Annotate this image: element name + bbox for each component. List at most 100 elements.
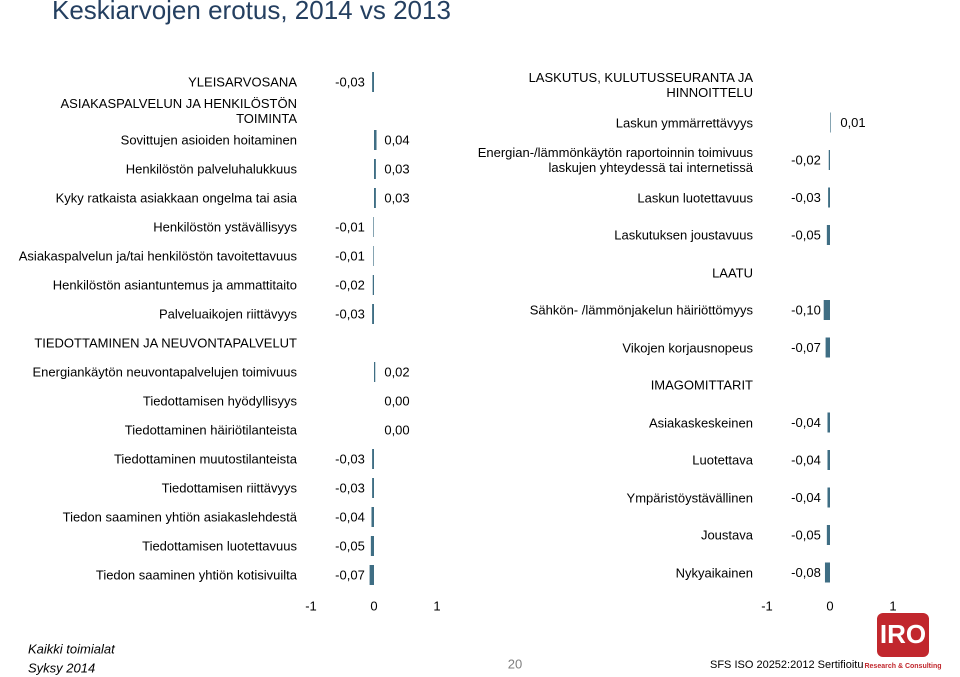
bar <box>372 304 374 324</box>
value-label: 0,00 <box>384 393 409 408</box>
bar <box>830 112 831 133</box>
category-label: Palveluaikojen riittävyys <box>158 306 297 322</box>
category-label: IMAGOMITTARIT <box>650 377 753 393</box>
value-label: -0,01 <box>335 219 365 234</box>
category-label: Laskutuksen joustavuus <box>614 227 753 243</box>
value-label: -0,04 <box>335 509 365 524</box>
page-number: 20 <box>508 656 522 671</box>
bar <box>374 362 376 382</box>
bar <box>369 565 374 585</box>
value-label: -0,05 <box>335 538 365 553</box>
category-label: Tiedon saaminen yhtiön asiakaslehdestä <box>62 509 297 525</box>
bar <box>824 562 830 583</box>
value-label: 0,03 <box>384 161 409 176</box>
bar <box>828 150 830 170</box>
value-label: -0,03 <box>335 306 365 321</box>
bar <box>827 412 830 433</box>
x-tick-label: 1 <box>433 598 440 613</box>
value-label: -0,01 <box>335 248 365 263</box>
value-label: -0,07 <box>335 567 365 582</box>
value-label: -0,10 <box>791 302 821 317</box>
category-label: LAATU <box>712 265 753 280</box>
category-label: Henkilöstön asiantuntemus ja ammattitait… <box>52 277 297 293</box>
bar <box>373 246 374 266</box>
category-label: Nykyaikainen <box>675 565 753 580</box>
value-label: -0,05 <box>791 527 821 542</box>
logo-subtext: Research & Consulting <box>864 663 941 670</box>
value-label: 0,01 <box>840 115 865 130</box>
category-label: Tiedottaminen muutostilanteista <box>113 451 297 467</box>
x-tick-label: 0 <box>826 598 833 613</box>
value-label: -0,03 <box>335 74 365 89</box>
logo-box <box>877 613 929 657</box>
value-label: 0,03 <box>384 190 409 205</box>
category-label: Sovittujen asioiden hoitaminen <box>120 132 297 148</box>
bar <box>374 130 377 150</box>
value-label: -0,03 <box>335 480 365 495</box>
value-label: -0,04 <box>791 490 821 505</box>
bar <box>370 536 374 556</box>
category-label: Tiedottaminen häiriötilanteista <box>124 422 297 438</box>
bar <box>372 449 374 469</box>
value-label: -0,05 <box>791 227 821 242</box>
category-label: Tiedottamisen luotettavuus <box>142 538 297 554</box>
category-label: Tiedon saaminen yhtiön kotisivuilta <box>95 567 297 583</box>
value-label: -0,03 <box>335 451 365 466</box>
category-label: Joustava <box>700 527 753 543</box>
page-title: Keskiarvojen erotus, 2014 vs 2013 <box>52 0 451 25</box>
value-label: -0,03 <box>791 190 821 205</box>
category-label: Sähkön- /lämmönjakelun häiriöttömyys <box>529 302 753 318</box>
x-tick-label: -1 <box>305 598 317 613</box>
bar <box>823 300 830 320</box>
x-tick-label: 1 <box>889 598 896 613</box>
bar <box>826 525 830 545</box>
bar <box>374 159 376 179</box>
bar <box>827 487 830 508</box>
bar <box>826 225 830 245</box>
x-tick-label: -1 <box>761 598 773 613</box>
value-label: -0,08 <box>791 565 821 580</box>
category-label: Tiedottamisen riittävyys <box>161 480 297 496</box>
value-label: -0,02 <box>335 277 365 292</box>
bar <box>825 337 830 358</box>
category-label: Luotettava <box>692 452 753 468</box>
category-label: Laskun ymmärrettävyys <box>615 115 753 130</box>
value-label: -0,04 <box>791 415 821 430</box>
category-label: LASKUTUS, KULUTUSSEURANTA JA HINNOITTELU <box>528 70 753 100</box>
category-label: Energiankäytön neuvontapalvelujen toimiv… <box>32 364 297 380</box>
bar <box>372 72 374 92</box>
category-label: Energian-/lämmönkäytön raportoinnin toim… <box>477 145 753 175</box>
x-tick-label: 0 <box>370 598 377 613</box>
category-label: TIEDOTTAMINEN JA NEUVONTAPALVELUT <box>34 335 297 351</box>
bar <box>828 187 830 208</box>
bar <box>372 275 374 295</box>
footer-line: Syksy 2014 <box>28 660 95 675</box>
bar <box>374 188 376 208</box>
category-label: Henkilöstön palveluhalukkuus <box>125 161 297 177</box>
bar <box>371 507 374 527</box>
category-label: Asiakaspalvelun ja/tai henkilöstön tavoi… <box>18 248 297 264</box>
category-label: Tiedottamisen hyödyllisyys <box>142 393 297 409</box>
category-label: YLEISARVOSANA <box>188 74 297 90</box>
value-label: -0,04 <box>791 452 821 467</box>
bar <box>827 450 830 470</box>
value-label: 0,00 <box>384 422 409 437</box>
category-label: ASIAKASPALVELUN JA HENKILÖSTÖN TOIMINTA <box>60 96 298 126</box>
category-label: Henkilöstön ystävällisyys <box>153 219 297 235</box>
value-label: -0,07 <box>791 340 821 355</box>
category-label: Asiakaskeskeinen <box>648 415 753 430</box>
value-label: 0,04 <box>384 132 409 147</box>
value-label: -0,02 <box>791 152 821 167</box>
footer-line: Kaikki toimialat <box>28 641 116 656</box>
bar <box>373 217 374 237</box>
logo-text: IRO <box>880 619 926 649</box>
value-label: 0,02 <box>384 364 409 379</box>
category-label: Laskun luotettavuus <box>637 190 753 205</box>
category-label: Ympäristöystävällinen <box>626 490 753 505</box>
category-label: Vikojen korjausnopeus <box>622 340 753 355</box>
certification: SFS ISO 20252:2012 Sertifioitu <box>710 659 863 671</box>
bar <box>372 478 374 498</box>
category-label: Kyky ratkaista asiakkaan ongelma tai asi… <box>55 190 297 206</box>
